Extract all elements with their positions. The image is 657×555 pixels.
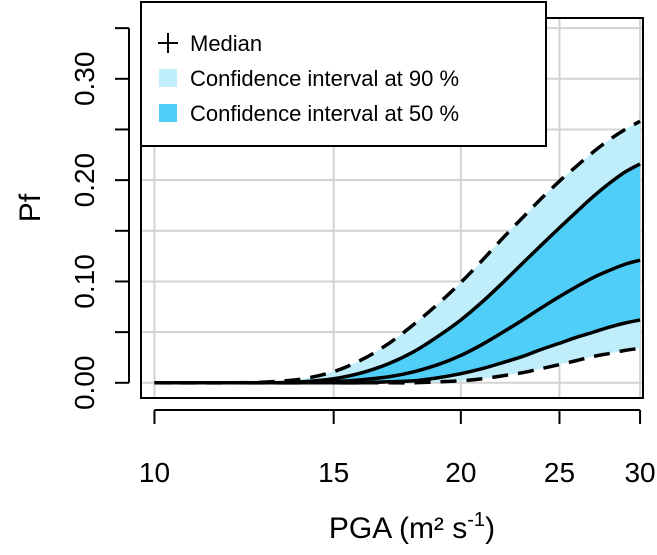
y-tick-label-2: 0.10 [69,254,100,309]
x-tick-label-3: 25 [544,457,575,488]
upper90-line [154,119,641,385]
x-tick-label-1: 15 [318,457,349,488]
x-axis-label-sup: -1 [467,509,485,531]
curve-lines [154,119,641,385]
legend-label-0: Median [190,31,262,56]
axes: 10 15 20 25 30 0.00 0.10 0.20 0.30 [69,27,656,488]
median-line [154,258,641,385]
x-axis-label: PGA (m² s-1) [329,509,495,545]
x-tick-label-0: 10 [139,457,170,488]
legend: Median Confidence interval at 90 % Confide… [140,1,547,147]
y-tick-label-6: 0.30 [69,52,100,107]
x-axis-label-main: PGA (m² s [329,512,467,545]
confidence-bands [154,121,641,383]
x-axis-label-close: ) [485,512,495,545]
y-tick-label-0: 0.00 [69,356,100,411]
y-tick-label-4: 0.20 [69,153,100,208]
x-tick-label-4: 30 [624,457,655,488]
y-axis-label: Pf [14,193,47,222]
legend-box [140,1,547,147]
lower90-line [154,346,641,385]
ci50-band [154,163,641,383]
legend-label-1: Confidence interval at 90 % [190,66,459,91]
legend-item-0: Median [158,31,262,56]
legend-item-2: Confidence interval at 50 % [159,101,459,126]
legend-swatch-1 [159,69,177,87]
legend-item-1: Confidence interval at 90 % [159,66,459,91]
legend-swatch-2 [159,104,177,122]
legend-label-2: Confidence interval at 50 % [190,101,459,126]
x-tick-label-2: 20 [445,457,476,488]
